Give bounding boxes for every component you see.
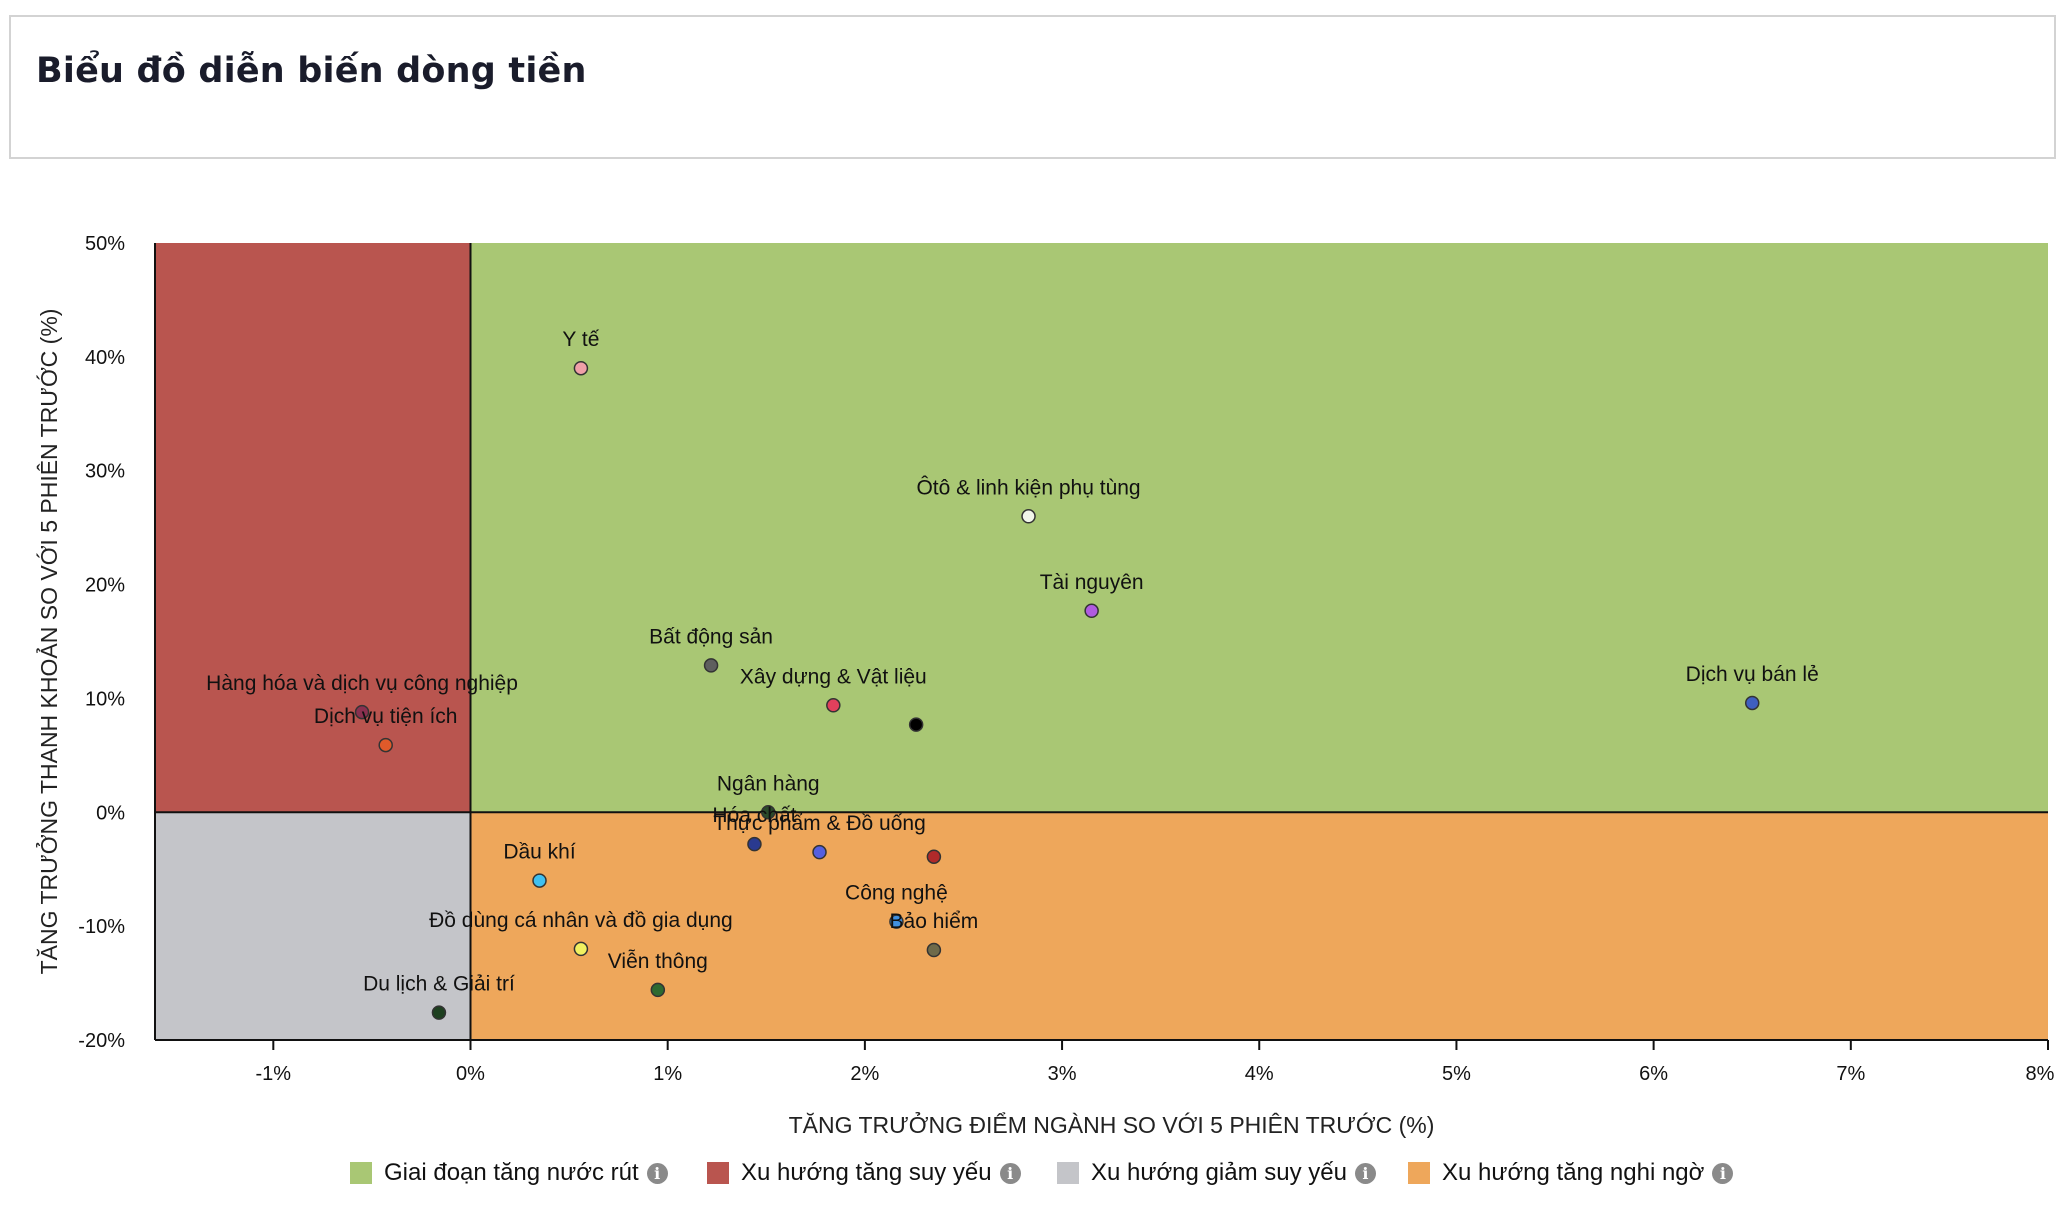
x-tick-label: 1%: [653, 1063, 682, 1085]
legend-label: Xu hướng tăng nghi ngờ: [1442, 1159, 1705, 1186]
data-point-label: Viễn thông: [608, 950, 708, 973]
y-tick-label: -20%: [78, 1030, 125, 1052]
y-axis-title: TĂNG TRƯỞNG THANH KHOẢN SO VỚI 5 PHIÊN T…: [34, 309, 62, 975]
page-title: Biểu đồ diễn biến dòng tiền: [36, 51, 587, 91]
axis-layer: -1% 0% 1% 2% 3% 4% 5% 6% 7% 8% 50% 40% 30% 20% 10% 0% -1…: [78, 233, 2054, 1085]
y-tick-label: 50%: [85, 233, 125, 255]
info-icon[interactable]: i: [1354, 1162, 1376, 1184]
legend-swatch: [1408, 1162, 1430, 1184]
data-point-label: Tài nguyên: [1040, 571, 1144, 594]
data-point[interactable]: [908, 717, 924, 732]
x-tick-label: 0%: [456, 1063, 485, 1085]
data-point[interactable]: [1084, 603, 1099, 619]
legend-item-giam-suy-yeu[interactable]: Xu hướng giảm suy yếu i: [1057, 1155, 1376, 1191]
legend-item-tang-nuoc-rut[interactable]: Giai đoạn tăng nước rút i: [350, 1155, 668, 1191]
data-point[interactable]: [926, 849, 942, 864]
data-point-label: Bất động sản: [649, 625, 773, 648]
data-point[interactable]: [889, 914, 904, 929]
legend-label: Xu hướng giảm suy yếu: [1091, 1159, 1347, 1186]
quadrant-0: [470, 243, 2048, 813]
data-point-label: Đồ dùng cá nhân và đồ gia dụng: [429, 909, 733, 932]
x-tick-label: 7%: [1836, 1063, 1865, 1085]
data-point[interactable]: [926, 942, 942, 958]
y-tick-label: 20%: [85, 575, 125, 597]
label-layer: Y tế Ôtô & linh kiện phụ tùng Tài nguyên Bấ…: [206, 328, 1819, 995]
data-point-label: Dịch vụ tiện ích: [314, 705, 458, 728]
quadrant-2: [155, 812, 471, 1040]
quadrant-3: [470, 812, 2048, 1040]
data-point[interactable]: [378, 737, 393, 753]
legend-item-tang-nghi-ngo[interactable]: Xu hướng tăng nghi ngờ i: [1408, 1155, 1734, 1191]
data-point[interactable]: [650, 982, 666, 998]
data-point-label: Xây dựng & Vật liệu: [740, 665, 927, 688]
point-layer: [354, 360, 1760, 1020]
y-tick-label: 30%: [85, 461, 125, 483]
legend-swatch: [1057, 1162, 1079, 1184]
data-point[interactable]: [354, 704, 370, 720]
data-point[interactable]: [431, 1005, 447, 1020]
y-tick-label: -10%: [78, 916, 125, 938]
legend-swatch: [350, 1162, 372, 1184]
data-point-label: Hàng hóa và dịch vụ công nghiệp: [206, 672, 518, 695]
data-point[interactable]: [1021, 509, 1036, 524]
data-point-label: Ôtô & linh kiện phụ tùng: [916, 476, 1140, 499]
data-point[interactable]: [826, 698, 841, 713]
x-tick-label: 6%: [1639, 1063, 1668, 1085]
data-point[interactable]: [703, 658, 719, 673]
x-tick-label: 8%: [2026, 1063, 2055, 1085]
data-point-label: Ngân hàng: [717, 772, 820, 795]
chart-header-card: [9, 15, 2056, 159]
data-point-label: Du lịch & Giải trí: [363, 973, 515, 996]
legend-label: Giai đoạn tăng nước rút: [384, 1159, 639, 1186]
y-tick-label: 10%: [85, 688, 125, 710]
info-icon[interactable]: i: [1712, 1162, 1734, 1184]
legend-swatch: [707, 1162, 729, 1184]
cashflow-scatter-chart: -1% 0% 1% 2% 3% 4% 5% 6% 7% 8% 50% 40% 30% 20% 10% 0% -1…: [34, 233, 2055, 1138]
info-icon[interactable]: i: [999, 1162, 1021, 1184]
data-point-label: Dầu khí: [503, 841, 576, 864]
data-point[interactable]: [573, 360, 589, 376]
data-point[interactable]: [532, 873, 547, 888]
data-point-label: Thực phẩm & Đồ uống: [713, 812, 926, 835]
quadrant-layer: [155, 243, 2048, 1040]
x-axis-title: TĂNG TRƯỞNG ĐIỂM NGÀNH SO VỚI 5 PHIÊN TR…: [789, 1110, 1435, 1138]
data-point-label: Bảo hiểm: [890, 910, 979, 933]
data-point-label: Hóa chất: [712, 804, 796, 827]
data-point[interactable]: [1744, 695, 1760, 711]
data-point[interactable]: [573, 941, 589, 957]
quadrant-1: [155, 243, 471, 813]
legend-item-tang-suy-yeu[interactable]: Xu hướng tăng suy yếu i: [707, 1155, 1021, 1191]
data-point[interactable]: [747, 836, 762, 852]
info-icon[interactable]: i: [646, 1162, 668, 1184]
data-point-label: Dịch vụ bán lẻ: [1686, 663, 1819, 686]
legend-label: Xu hướng tăng suy yếu: [741, 1159, 992, 1186]
data-point-label: Y tế: [562, 328, 599, 351]
x-tick-label: 2%: [850, 1063, 879, 1085]
data-point[interactable]: [761, 805, 776, 820]
x-tick-label: 3%: [1048, 1063, 1077, 1085]
data-point[interactable]: [812, 844, 827, 860]
data-point-label: Công nghệ: [845, 882, 948, 905]
y-tick-label: 0%: [96, 802, 125, 824]
x-tick-label: 5%: [1442, 1063, 1471, 1085]
chart-legend: Giai đoạn tăng nước rút i Xu hướng tăng …: [0, 1155, 2058, 1195]
x-tick-label: 4%: [1245, 1063, 1274, 1085]
x-tick-label: -1%: [256, 1063, 292, 1085]
y-tick-label: 40%: [85, 347, 125, 369]
